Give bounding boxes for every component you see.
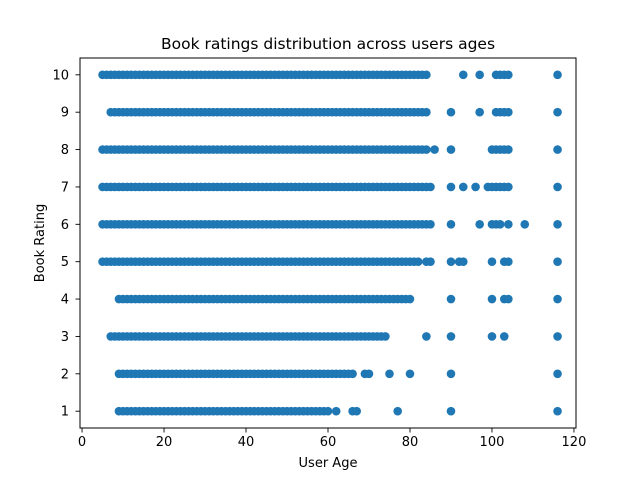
data-points — [98, 70, 562, 416]
data-point — [446, 220, 456, 229]
y-tick-label: 3 — [61, 330, 69, 345]
data-point — [553, 332, 562, 341]
data-point — [458, 257, 468, 266]
data-point — [422, 70, 431, 80]
data-point — [323, 406, 333, 416]
data-point — [504, 107, 513, 117]
data-point — [471, 182, 480, 192]
y-tick-label: 4 — [61, 293, 69, 308]
data-point — [405, 294, 415, 304]
data-point — [364, 369, 374, 379]
y-tick-label: 9 — [61, 106, 69, 121]
y-tick-label: 6 — [61, 218, 69, 233]
y-tick-label: 5 — [61, 255, 69, 270]
data-point — [504, 145, 513, 154]
data-point — [504, 257, 513, 266]
data-point — [348, 369, 357, 379]
data-point — [446, 332, 456, 341]
data-point — [553, 107, 562, 117]
data-point — [520, 220, 530, 229]
x-tick-label: 60 — [320, 435, 337, 450]
y-tick-label: 1 — [61, 405, 69, 420]
x-tick-label: 100 — [480, 435, 505, 450]
data-point — [553, 70, 562, 80]
x-axis-label: User Age — [299, 456, 358, 471]
data-point — [426, 220, 435, 229]
data-point — [475, 220, 484, 229]
data-point — [553, 406, 562, 416]
data-point — [422, 145, 431, 154]
data-point — [331, 406, 341, 416]
data-point — [504, 220, 513, 229]
data-point — [553, 145, 562, 154]
data-point — [553, 294, 562, 304]
y-tick-label: 7 — [61, 180, 69, 195]
data-point — [487, 294, 497, 304]
y-tick-label: 2 — [61, 367, 69, 382]
data-point — [458, 70, 468, 80]
data-point — [446, 145, 456, 154]
x-tick-label: 40 — [238, 435, 255, 450]
data-point — [426, 182, 435, 192]
data-point — [381, 332, 390, 341]
y-tick-label: 8 — [61, 143, 69, 158]
x-tick-label: 0 — [78, 435, 86, 450]
data-point — [385, 369, 394, 379]
data-point — [422, 332, 431, 341]
data-point — [504, 70, 513, 80]
data-point — [553, 257, 562, 266]
data-point — [352, 406, 361, 416]
data-point — [413, 257, 423, 266]
data-point — [504, 294, 513, 304]
data-point — [458, 182, 468, 192]
data-point — [504, 182, 513, 192]
data-point — [553, 369, 562, 379]
data-point — [553, 220, 562, 229]
data-point — [446, 294, 456, 304]
data-point — [446, 182, 456, 192]
x-tick-label: 20 — [156, 435, 173, 450]
y-axis-label: Book Rating — [33, 204, 48, 282]
data-point — [405, 369, 415, 379]
data-point — [475, 70, 484, 80]
y-tick-label: 10 — [52, 68, 69, 83]
data-point — [430, 145, 439, 154]
data-point — [495, 220, 505, 229]
data-point — [393, 406, 402, 416]
data-point — [446, 369, 456, 379]
data-point — [422, 107, 431, 117]
data-point — [446, 107, 456, 117]
y-axis-ticks: 1 2 3 4 5 6 7 8 9 10 — [52, 68, 80, 420]
chart-title: Book ratings distribution across users a… — [161, 35, 495, 53]
data-point — [475, 107, 484, 117]
data-point — [446, 257, 456, 266]
x-axis-ticks: 0 20 40 60 80 100 120 — [78, 428, 586, 450]
data-point — [553, 182, 562, 192]
data-point — [487, 257, 497, 266]
data-point — [487, 332, 497, 341]
data-point — [426, 257, 435, 266]
x-tick-label: 80 — [402, 435, 419, 450]
data-point — [446, 406, 456, 416]
data-point — [499, 332, 509, 341]
x-tick-label: 120 — [562, 435, 587, 450]
